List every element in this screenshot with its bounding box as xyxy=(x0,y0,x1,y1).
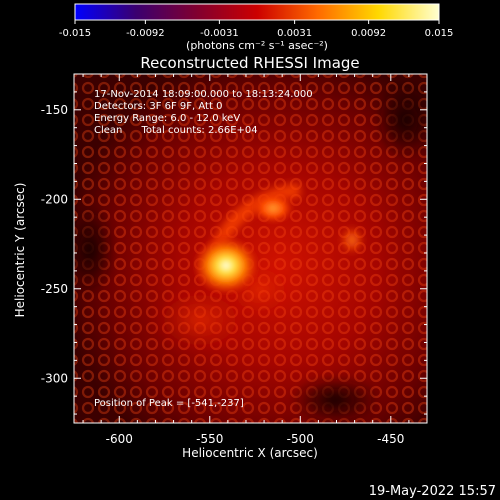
x-tick-label: -450 xyxy=(377,432,404,446)
dark-region xyxy=(74,205,115,295)
dark-region xyxy=(290,375,380,423)
y-tick-label: -150 xyxy=(41,103,68,117)
peak-source xyxy=(192,235,261,296)
dark-region xyxy=(375,80,427,160)
x-axis-label: Heliocentric X (arcsec) xyxy=(182,446,318,460)
y-axis-label: Heliocentric Y (arcsec) xyxy=(13,183,27,318)
colorbar-tick-label: 0.0092 xyxy=(351,28,386,39)
colorbar-units: (photons cm⁻² s⁻¹ asec⁻²) xyxy=(186,39,328,52)
plot-frame xyxy=(73,73,428,424)
x-tick-label: -600 xyxy=(106,432,133,446)
x-tick-label: -550 xyxy=(196,432,223,446)
y-tick-label: -250 xyxy=(41,282,68,296)
emission-blob xyxy=(150,285,250,355)
colorbar-tick-label: 0.0031 xyxy=(277,28,312,39)
info-line-date: 17-Nov-2014 18:09:00.000 to 18:13:24.000 xyxy=(94,89,313,100)
secondary-source xyxy=(251,192,296,225)
colorbar-strip xyxy=(75,4,439,20)
sources xyxy=(192,192,296,296)
info-line-detectors: Detectors: 3F 6F 9F, Att 0 xyxy=(94,101,222,112)
image-panel: 17-Nov-2014 18:09:00.000 to 18:13:24.000… xyxy=(74,74,427,423)
y-tick-label: -200 xyxy=(41,192,68,206)
peak-position-label: Position of Peak = [-541,-237] xyxy=(94,398,244,409)
colorbar-tick-label: 0.015 xyxy=(425,28,454,39)
emission-blob xyxy=(340,226,364,254)
info-line-energy: Energy Range: 6.0 - 12.0 keV xyxy=(94,113,240,124)
y-tick-label: -300 xyxy=(41,371,68,385)
colorbar: -0.015 -0.0092 -0.0031 0.0031 0.0092 0.015 (p… xyxy=(59,3,453,52)
info-line-counts: Clean Total counts: 2.66E+04 xyxy=(94,125,258,136)
colorbar-frame xyxy=(74,3,440,21)
colorbar-tick-label: -0.0092 xyxy=(126,28,165,39)
y-axis-ticks: -150 -200 -250 -300 xyxy=(41,73,427,415)
x-axis-ticks: -600 -550 -500 -450 xyxy=(82,74,428,446)
x-tick-label: -500 xyxy=(287,432,314,446)
image-title: Reconstructed RHESSI Image xyxy=(140,54,359,72)
colorbar-tick-label: -0.0031 xyxy=(200,28,239,39)
colorbar-tick-label: -0.015 xyxy=(59,28,91,39)
timestamp: 19-May-2022 15:57 xyxy=(369,484,496,499)
colorbar-ticks: -0.015 -0.0092 -0.0031 0.0031 0.0092 0.015 xyxy=(59,20,453,39)
